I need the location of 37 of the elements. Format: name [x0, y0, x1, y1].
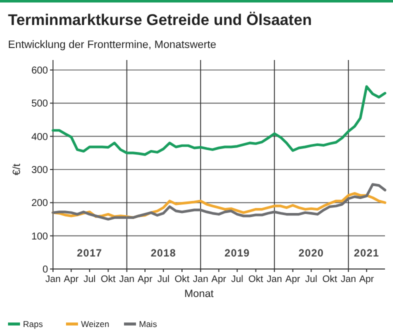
y-tick-label: 200	[31, 198, 48, 210]
x-tick-label: Apr	[138, 274, 152, 285]
x2-tick-label: 2018	[150, 248, 176, 260]
x-tick-label: Jul	[231, 274, 244, 285]
x2-tick-label: 2019	[224, 248, 250, 260]
x-tick-label: Jan	[45, 274, 61, 285]
x-tick-label: Okt	[248, 274, 264, 285]
x-tick-label: Jan	[119, 274, 134, 285]
x2-tick-label: 2021	[354, 248, 380, 260]
x-tick-label: Okt	[322, 274, 338, 285]
chart-title: Terminmarktkurse Getreide und Ölsaaten	[8, 11, 312, 29]
y-tick-label: 500	[31, 98, 48, 110]
legend-label: Raps	[23, 318, 43, 329]
legend-label: Weizen	[81, 318, 110, 329]
chart-subtitle: Entwicklung der Fronttermine, Monatswerte	[8, 39, 216, 51]
y-tick-label: 400	[31, 132, 48, 143]
x-tick-label: Okt	[100, 274, 116, 285]
legend-label: Mais	[139, 318, 157, 329]
x-tick-label: Apr	[211, 274, 226, 285]
y-axis-title: €/t	[11, 164, 23, 176]
y-tick-label: 600	[31, 66, 48, 76]
x-tick-label: Jul	[305, 274, 318, 285]
x2-tick-label: 2017	[76, 248, 102, 260]
y-tick-label: 300	[31, 165, 48, 176]
x-tick-label: Apr	[64, 274, 79, 285]
x2-tick-label: 2020	[298, 248, 324, 260]
x-tick-label: Apr	[359, 274, 374, 285]
y-tick-label: 100	[31, 231, 48, 242]
x-tick-label: Jul	[84, 274, 96, 285]
x-tick-label: Jan	[266, 274, 282, 285]
x-tick-label: Jan	[340, 274, 356, 285]
x-tick-label: Jan	[192, 274, 208, 285]
x-tick-label: Apr	[285, 274, 300, 285]
x-tick-label: Okt	[174, 274, 190, 285]
x-axis-title: Monat	[184, 288, 214, 300]
x-tick-label: Jul	[157, 274, 170, 285]
y-tick-label: 0	[42, 264, 48, 276]
